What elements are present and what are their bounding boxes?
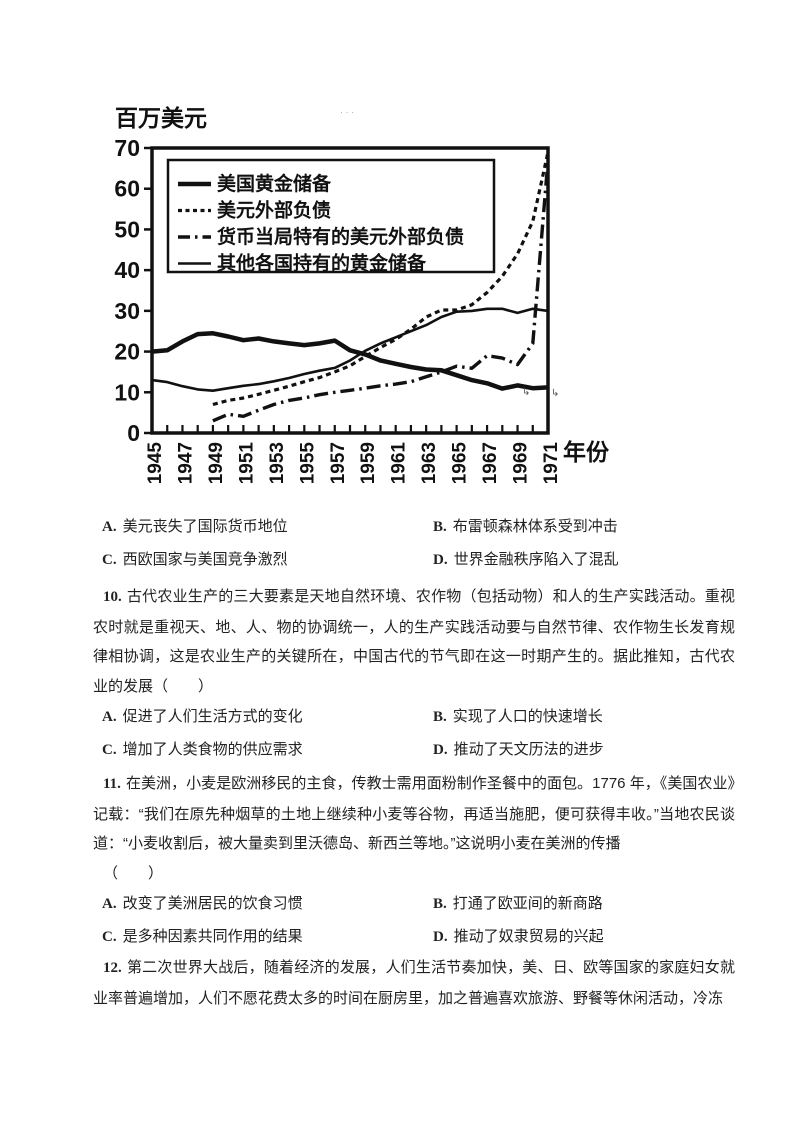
option-label: B. xyxy=(433,896,447,912)
y-tick-label: 10 xyxy=(114,379,140,405)
series-line-0 xyxy=(151,331,549,391)
option-text: 美元丧失了国际货币地位 xyxy=(122,518,288,535)
x-axis-title: 年份 xyxy=(563,439,610,465)
y-tick-label: 70 xyxy=(114,135,140,161)
option-label: D. xyxy=(433,741,448,758)
question-text: 古代农业生产的三大要素是天地自然环境、农作物（包括动物）和人的生产实践活动。重视… xyxy=(93,588,735,695)
y-tick-label: 50 xyxy=(114,216,140,242)
q11-option-a: A. 改变了美洲居民的饮食习惯 xyxy=(102,892,433,925)
x-tick-label: 1971 xyxy=(541,442,562,485)
q10-option-b: B. 实现了人口的快速增长 xyxy=(433,705,742,738)
y-tick-label: 40 xyxy=(114,257,140,283)
y-tick-label: 30 xyxy=(114,298,140,324)
option-label: A. xyxy=(102,896,117,912)
x-tick-label: 1947 xyxy=(175,442,196,484)
x-tick-label: 1953 xyxy=(267,442,288,484)
x-tick-label: 1957 xyxy=(328,442,349,484)
series-line-2 xyxy=(212,160,550,423)
x-tick-label: 1949 xyxy=(206,442,227,484)
x-tick-label: 1965 xyxy=(450,442,471,485)
x-tick-label: 1963 xyxy=(419,442,440,484)
option-label: A. xyxy=(102,709,117,725)
q9-options: A. 美元丧失了国际货币地位 B. 布雷顿森林体系受到冲击 C. 西欧国家与美国竞争激… xyxy=(102,515,742,580)
legend-label: 美元外部负债 xyxy=(217,199,331,222)
option-label: D. xyxy=(433,928,448,945)
option-label: A. xyxy=(102,519,117,535)
series-line-3 xyxy=(151,307,549,393)
option-label: C. xyxy=(102,928,117,945)
option-text: 西欧国家与美国竞争激烈 xyxy=(122,550,288,568)
y-tick-label: 20 xyxy=(114,339,140,365)
x-tick-label: 1969 xyxy=(511,442,532,484)
option-text: 增加了人类食物的供应需求 xyxy=(122,740,303,758)
legend-label: 其他各国持有的黄金储备 xyxy=(217,252,427,275)
option-label: C. xyxy=(102,741,117,758)
option-label: C. xyxy=(102,551,117,568)
q10-options: A. 促进了人们生活方式的变化 B. 实现了人口的快速增长 C. 增加了人类食物的供应… xyxy=(102,705,742,770)
scan-artifact-arrow: ↳ xyxy=(551,388,559,399)
q9-option-d: D. 世界金融秩序陷入了混乱 xyxy=(433,548,742,581)
option-text: 世界金融秩序陷入了混乱 xyxy=(453,550,619,568)
y-tick-label: 60 xyxy=(114,176,140,202)
x-tick-label: 1959 xyxy=(358,442,379,484)
q10-option-c: C. 增加了人类食物的供应需求 xyxy=(102,738,433,771)
q10-option-a: A. 促进了人们生活方式的变化 xyxy=(102,705,433,738)
q11-option-c: C. 是多种因素共同作用的结果 xyxy=(102,925,433,958)
q9-option-a: A. 美元丧失了国际货币地位 xyxy=(102,515,433,548)
legend-label: 美国黄金储备 xyxy=(217,172,332,195)
q11-option-b: B. 打通了欧亚间的新商路 xyxy=(433,892,742,925)
x-tick-label: 1945 xyxy=(145,442,166,485)
q9-option-b: B. 布雷顿森林体系受到冲击 xyxy=(433,515,742,548)
answer-parentheses: （ ） xyxy=(103,864,164,882)
x-tick-label: 1967 xyxy=(480,442,501,484)
series-line-1 xyxy=(212,151,550,407)
scan-noise-dots: · · · xyxy=(340,107,354,117)
option-label: D. xyxy=(433,551,448,568)
option-text: 促进了人们生活方式的变化 xyxy=(122,708,303,725)
question-12-stem: 12. 第二次世界大战后，随着经济的发展，人们生活节奏加快，美、日、欧等国家的家庭… xyxy=(93,953,735,1013)
question-10-stem: 10. 古代农业生产的三大要素是天地自然环境、农作物（包括动物）和人的生产实践活动… xyxy=(93,582,735,701)
question-text: 在美洲，小麦是欧洲移民的主食，传教士需用面粉制作圣餐中的面包。1776 年，《美… xyxy=(93,775,735,852)
option-text: 布雷顿森林体系受到冲击 xyxy=(452,518,618,535)
x-tick-label: 1951 xyxy=(236,442,257,485)
option-text: 是多种因素共同作用的结果 xyxy=(122,927,303,945)
question-number: 12. xyxy=(103,960,122,976)
option-text: 推动了奴隶贸易的兴起 xyxy=(453,927,604,945)
y-axis-title: 百万美元 xyxy=(115,105,207,131)
option-text: 打通了欧亚间的新商路 xyxy=(452,895,603,912)
option-label: B. xyxy=(433,519,447,535)
x-tick-label: 1961 xyxy=(389,442,410,485)
q11-option-d: D. 推动了奴隶贸易的兴起 xyxy=(433,925,742,958)
x-tick-label: 1955 xyxy=(297,442,318,485)
q9-option-c: C. 西欧国家与美国竞争激烈 xyxy=(102,548,433,581)
question-text: 第二次世界大战后，随着经济的发展，人们生活节奏加快，美、日、欧等国家的家庭妇女就… xyxy=(93,959,735,1007)
question-number: 10. xyxy=(103,589,122,605)
q11-options: A. 改变了美洲居民的饮食习惯 B. 打通了欧亚间的新商路 C. 是多种因素共同作用的… xyxy=(102,892,742,957)
option-text: 改变了美洲居民的饮食习惯 xyxy=(122,895,303,912)
question-number: 11. xyxy=(103,776,121,792)
q10-option-d: D. 推动了天文历法的进步 xyxy=(433,738,742,771)
option-text: 实现了人口的快速增长 xyxy=(452,708,603,725)
y-tick-label: 0 xyxy=(127,420,140,446)
legend-label: 货币当局特有的美元外部负债 xyxy=(217,225,464,248)
option-label: B. xyxy=(433,709,447,725)
legend-box xyxy=(166,158,496,274)
question-11-stem: 11. 在美洲，小麦是欧洲移民的主食，传教士需用面粉制作圣餐中的面包。1776 年… xyxy=(93,769,735,888)
option-text: 推动了天文历法的进步 xyxy=(453,740,604,758)
scan-artifact-arrow: ↳ xyxy=(522,387,530,398)
